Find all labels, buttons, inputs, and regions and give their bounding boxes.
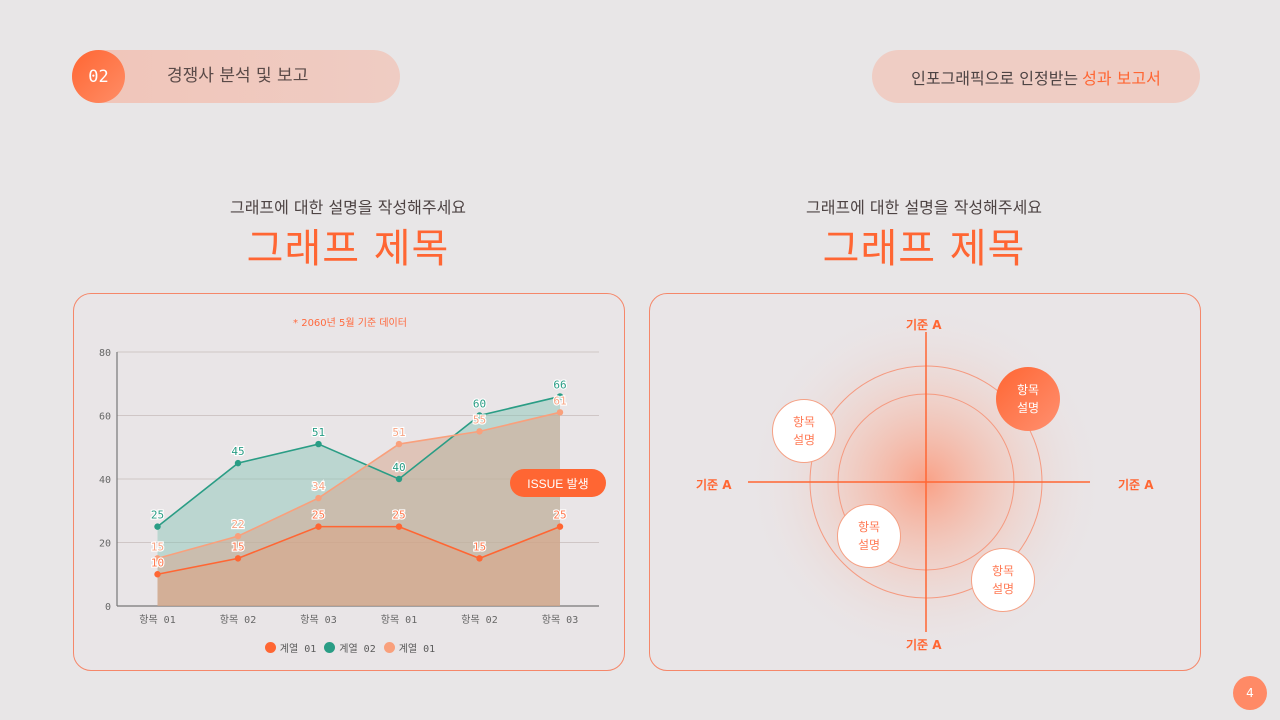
data-label: 61: [553, 394, 566, 407]
data-label: 10: [151, 556, 164, 569]
data-label: 45: [231, 445, 244, 458]
legend-dot-icon: [383, 642, 395, 653]
x-tick-label: 항목 02: [461, 614, 497, 626]
series-area: [157, 412, 560, 606]
data-point: [234, 459, 242, 467]
line-chart: 0 20 40 60 80 25 45 51 40 60 66 15 22 34 51 55 61 10 15 25 2…: [99, 348, 599, 626]
section-number-badge: 02: [72, 50, 125, 103]
data-label: 51: [392, 426, 405, 439]
legend-dot-icon: [264, 642, 276, 653]
y-tick-label: 20: [99, 539, 111, 550]
bubble-line1: 항목: [991, 564, 1015, 578]
data-point: [395, 523, 403, 530]
bubble-top-left[interactable]: 항목 설명: [772, 399, 836, 463]
legend-item: 계열 01: [383, 640, 436, 655]
bubble-bottom-right[interactable]: 항목 설명: [971, 548, 1035, 612]
right-subtitle: 그래프에 대한 설명을 작성해주세요: [805, 198, 1043, 217]
x-tick-label: 항목 01: [139, 614, 175, 626]
line-chart-card: * 2060년 5월 기준 데이터 0 20 40 60 80 25 45 51 40 60 66 1…: [73, 293, 625, 671]
series-line: [157, 395, 561, 528]
data-label: 15: [231, 540, 244, 553]
right-title: 그래프 제목: [822, 226, 1026, 272]
data-point: [395, 440, 403, 448]
section-pill: 02 경쟁사 분석 및 보고: [72, 50, 400, 103]
section-title: 경쟁사 분석 및 보고: [167, 66, 309, 86]
tagline-pill: 인포그래픽으로 인정받는 성과 보고서: [872, 50, 1200, 103]
quadrant-chart-card: 기준 A 기준 A 기준 A 기준 A 항목 설명 항목 설명 항목 설명 항목…: [649, 293, 1201, 671]
data-point: [476, 555, 483, 562]
bubble-line2: 설명: [857, 538, 881, 552]
axis-label-top: 기준 A: [906, 318, 942, 332]
legend-dot-icon: [324, 642, 336, 653]
x-tick-label: 항목 01: [381, 614, 417, 626]
y-tick-label: 0: [105, 602, 111, 613]
data-label: 51: [312, 426, 325, 439]
data-point: [154, 555, 161, 562]
series-area: [157, 526, 560, 606]
x-tick-label: 항목 03: [542, 614, 578, 626]
data-point: [234, 555, 242, 562]
data-point: [476, 412, 483, 419]
data-label: 25: [151, 509, 164, 522]
tagline-prefix: 인포그래픽으로 인정받는: [911, 68, 1079, 88]
data-label: 25: [392, 509, 405, 522]
data-label: 22: [231, 518, 244, 531]
y-tick-label: 80: [99, 348, 111, 359]
legend-item: 계열 01: [264, 640, 317, 655]
series-line: [157, 525, 561, 576]
chart-legend: 계열 01 계열 02 계열 01: [74, 640, 624, 655]
page-number: 4: [1233, 676, 1267, 710]
issue-badge[interactable]: ISSUE 발생: [510, 469, 606, 497]
data-label: 15: [473, 540, 486, 553]
left-subtitle: 그래프에 대한 설명을 작성해주세요: [229, 198, 467, 217]
data-label: 55: [473, 413, 486, 426]
data-label: 25: [312, 509, 325, 522]
x-tick-label: 항목 03: [300, 614, 336, 626]
tagline-accent: 성과 보고서: [1082, 68, 1161, 88]
data-point: [315, 494, 322, 502]
data-point: [395, 475, 403, 483]
data-label: 60: [473, 398, 486, 411]
axis-label-right: 기준 A: [1118, 478, 1154, 492]
bubble-line2: 설명: [1016, 401, 1040, 415]
bubble-line1: 항목: [1016, 383, 1040, 397]
bubble-line1: 항목: [792, 415, 816, 429]
data-point: [556, 409, 564, 416]
data-point: [556, 523, 564, 530]
bubble-line2: 설명: [792, 433, 816, 447]
data-point: [476, 428, 483, 435]
x-tick-label: 항목 02: [220, 614, 256, 626]
data-label: 34: [312, 480, 326, 493]
y-tick-label: 40: [99, 475, 111, 486]
bubble-line1: 항목: [857, 520, 881, 534]
data-point: [234, 532, 242, 540]
series-line: [157, 411, 561, 560]
bubble-top-right-highlight[interactable]: 항목 설명: [996, 367, 1060, 431]
chart-note: * 2060년 5월 기준 데이터: [293, 318, 407, 329]
bubble-bottom-left[interactable]: 항목 설명: [837, 504, 901, 568]
data-label: 66: [553, 378, 566, 391]
data-label: 15: [151, 540, 164, 553]
legend-label: 계열 01: [398, 644, 436, 655]
legend-label: 계열 01: [279, 644, 317, 655]
data-point: [154, 571, 161, 578]
left-heading: 그래프에 대한 설명을 작성해주세요 그래프 제목: [72, 196, 624, 272]
y-tick-label: 60: [99, 412, 111, 423]
data-point: [154, 523, 161, 530]
legend-label: 계열 02: [339, 644, 376, 655]
data-label: 40: [392, 461, 405, 474]
data-point: [315, 523, 322, 530]
data-point: [556, 393, 564, 400]
axis-label-bottom: 기준 A: [906, 638, 942, 652]
right-heading: 그래프에 대한 설명을 작성해주세요 그래프 제목: [648, 196, 1200, 272]
bubble-line2: 설명: [991, 582, 1015, 596]
data-point: [315, 440, 322, 448]
axis-label-left: 기준 A: [696, 478, 732, 492]
legend-item: 계열 02: [324, 640, 376, 655]
left-title: 그래프 제목: [246, 226, 450, 272]
data-label: 25: [553, 509, 566, 522]
